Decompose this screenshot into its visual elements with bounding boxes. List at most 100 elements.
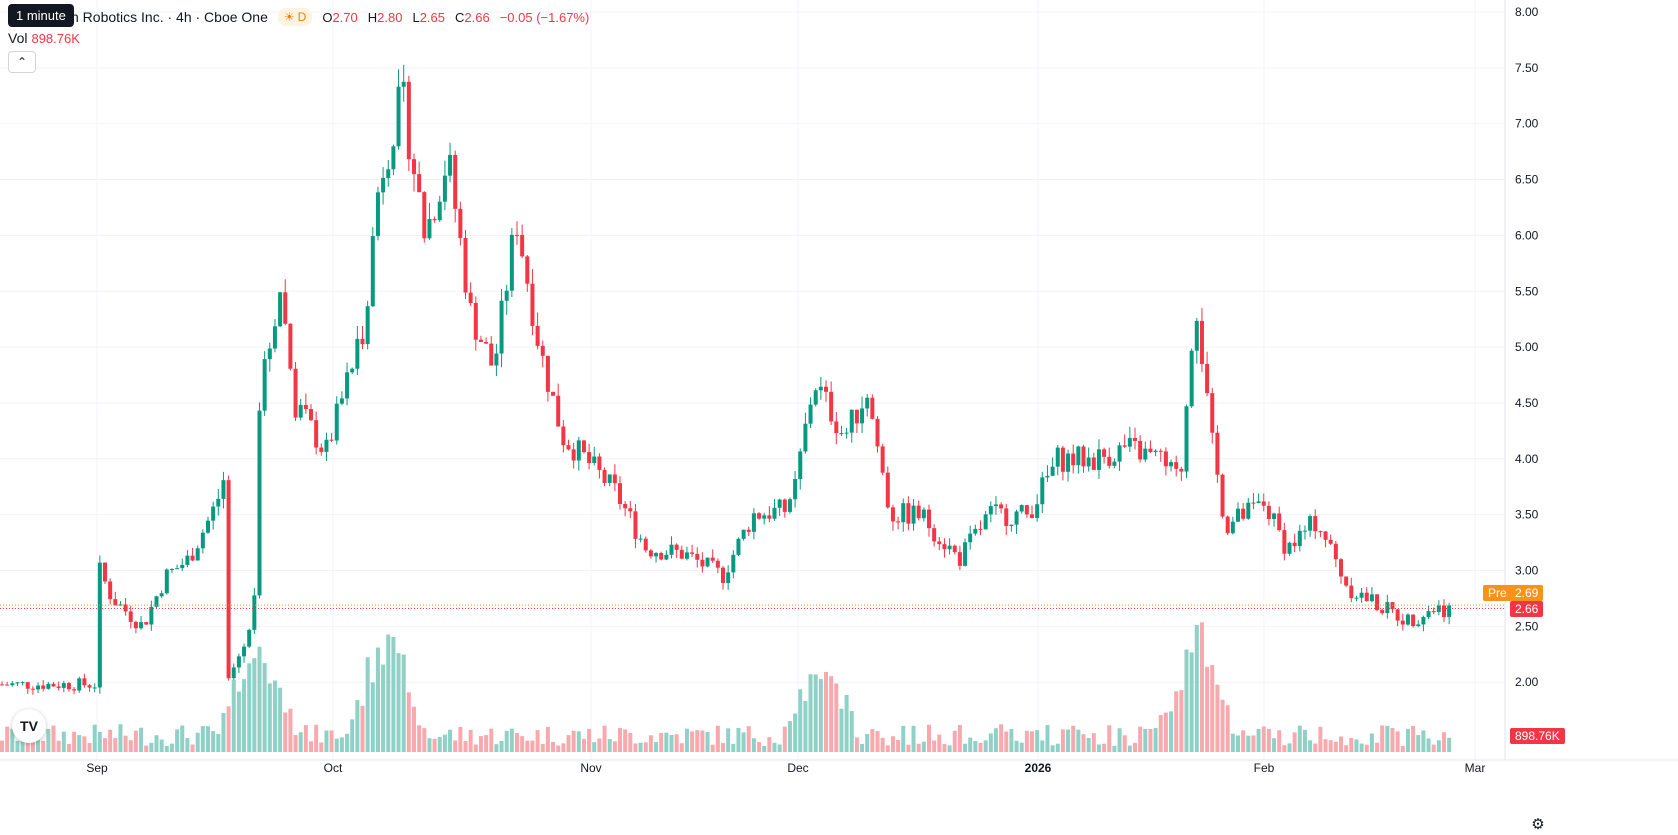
candle-body	[690, 552, 695, 554]
volume-bar	[1287, 743, 1292, 752]
candle-body	[710, 557, 715, 561]
candle-body	[932, 528, 937, 542]
candle-body	[818, 386, 823, 391]
volume-bar	[834, 683, 839, 752]
x-tick-label: Mar	[1465, 761, 1486, 775]
volume-bar	[1241, 730, 1246, 752]
volume-bar	[154, 735, 159, 752]
volume-bar	[999, 724, 1004, 752]
volume-bar	[659, 733, 664, 752]
candle-body	[705, 557, 710, 567]
volume-bar	[257, 646, 262, 752]
candle-body	[20, 682, 25, 684]
candle-body	[834, 421, 839, 434]
collapse-legend-button[interactable]: ⌃	[8, 51, 36, 73]
volume-bar	[623, 729, 628, 752]
candle-body	[401, 81, 406, 87]
volume-bar	[824, 671, 828, 752]
candle-body	[1081, 446, 1086, 467]
volume-bar	[1086, 737, 1091, 752]
candle-body	[942, 544, 947, 550]
candle-body	[458, 208, 463, 238]
volume-bar	[1102, 743, 1107, 752]
candle-body	[1431, 611, 1436, 613]
candle-body	[1354, 597, 1359, 599]
volume-bar	[705, 731, 710, 752]
candle-body	[952, 545, 957, 553]
tradingview-logo[interactable]: TV	[12, 709, 46, 743]
volume-bar	[298, 732, 303, 752]
candle-body	[61, 683, 66, 688]
volume-bar	[1447, 737, 1452, 752]
candle-body	[97, 562, 102, 688]
volume-bar	[1138, 726, 1143, 752]
volume-bar	[1096, 744, 1101, 752]
volume-bar	[515, 733, 519, 752]
settings-gear-icon[interactable]: ⚙	[1531, 816, 1545, 833]
candle-body	[947, 545, 952, 550]
candle-body	[66, 683, 71, 690]
volume-bar	[1117, 728, 1122, 752]
candle-body	[715, 560, 720, 568]
volume-bar	[1060, 729, 1065, 752]
candle-body	[767, 515, 772, 519]
volume-bar	[468, 729, 473, 752]
candle-body	[1210, 393, 1215, 433]
candle-body	[180, 564, 185, 569]
candle-body	[746, 529, 751, 532]
volume-bar	[345, 733, 350, 752]
volume-bar	[525, 740, 530, 752]
symbol-title[interactable]: ch Robotics Inc. · 4h · Cboe One	[64, 9, 268, 25]
volume-bar	[185, 738, 190, 752]
candle-body	[1421, 617, 1426, 625]
market-status-badge[interactable]: ☀ D	[277, 8, 313, 26]
volume-bar	[66, 744, 71, 752]
volume-bar	[1339, 736, 1343, 752]
candle-body	[757, 513, 762, 519]
volume-bar	[463, 741, 468, 752]
volume-bar	[937, 734, 942, 752]
volume-bar	[1416, 735, 1421, 752]
volume-bar	[231, 679, 236, 752]
volume-bar	[252, 658, 257, 752]
volume-bar	[87, 743, 92, 752]
candle-body	[530, 283, 535, 326]
volume-bar	[180, 725, 185, 752]
candle-body	[602, 469, 607, 483]
candle-body	[1436, 605, 1441, 613]
candle-body	[1364, 592, 1369, 602]
volume-legend: Vol 898.76K	[8, 30, 80, 46]
volume-bar	[978, 742, 983, 752]
volume-bar	[1369, 733, 1374, 752]
candle-body	[412, 159, 416, 175]
candle-body	[1019, 505, 1024, 512]
candle-body	[252, 595, 257, 630]
candle-body	[72, 689, 77, 691]
volume-bar	[437, 736, 442, 752]
volume-bar	[144, 745, 149, 752]
volume-bar	[1112, 745, 1117, 752]
volume-bar	[654, 742, 659, 752]
candle-body	[87, 685, 92, 688]
candle-body	[1117, 445, 1122, 462]
volume-bar	[293, 735, 298, 752]
volume-bar	[442, 734, 447, 752]
volume-bar	[1236, 735, 1240, 752]
candle-body	[782, 499, 787, 512]
volume-bar	[700, 730, 705, 752]
volume-bar	[381, 664, 386, 752]
volume-bar	[406, 692, 411, 752]
volume-bar	[1169, 711, 1174, 752]
candle-body	[422, 192, 427, 239]
candle-body	[1143, 448, 1148, 460]
candle-body	[1308, 516, 1313, 531]
volume-bar	[226, 706, 231, 752]
volume-bar	[793, 713, 798, 752]
candle-body	[1220, 474, 1225, 517]
candle-body	[185, 555, 190, 565]
candle-body	[957, 552, 962, 566]
candle-body	[911, 505, 916, 524]
volume-bar	[1375, 742, 1380, 752]
candle-body	[1107, 456, 1112, 466]
